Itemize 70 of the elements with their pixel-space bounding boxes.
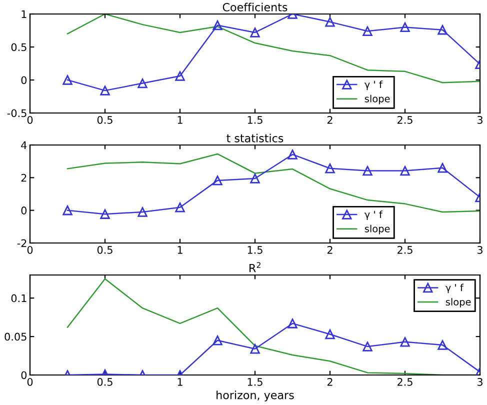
point <box>362 26 372 36</box>
point <box>438 163 448 173</box>
point <box>212 336 222 346</box>
point <box>212 176 222 186</box>
x-tick-label: 2.5 <box>397 246 412 254</box>
x-tick-label: 0.5 <box>97 116 112 124</box>
x-tick-label: 3 <box>477 116 482 124</box>
x-tick-label: 1.5 <box>248 116 262 124</box>
point <box>100 209 110 219</box>
point <box>400 22 410 32</box>
x-axis-title: horizon, years <box>216 390 294 402</box>
x-tick-label: 0 <box>27 116 33 124</box>
y-tick-label: -0.5 <box>7 109 26 118</box>
legend-label: γ ' f <box>364 210 383 220</box>
x-tick-label: 2 <box>327 246 332 254</box>
y-tick-label: 2 <box>21 174 26 182</box>
point <box>62 205 72 216</box>
point <box>362 166 372 176</box>
x-tick-label: 3 <box>477 378 482 386</box>
y-tick-label: 0 <box>21 371 27 380</box>
point <box>138 207 148 217</box>
x-tick-label: 2 <box>327 378 332 386</box>
legend-label: slope <box>364 94 390 104</box>
legend-label: slope <box>364 224 390 234</box>
point <box>438 24 448 35</box>
point <box>212 20 222 30</box>
point <box>250 174 260 184</box>
x-tick-label: 0.5 <box>97 378 112 386</box>
point <box>400 166 410 176</box>
legend-label: γ ' f <box>446 284 464 294</box>
x-tick-label: 0 <box>27 246 33 254</box>
point <box>325 17 335 27</box>
y-tick-label: 0 <box>21 206 27 214</box>
x-tick-label: 1.5 <box>248 378 262 386</box>
point <box>325 163 335 174</box>
legend-label: γ ' f <box>364 80 383 90</box>
y-tick-label: 4 <box>21 141 27 149</box>
point <box>288 318 298 328</box>
y-tick-label: 0 <box>21 76 27 84</box>
x-tick-label: 0 <box>27 378 33 386</box>
y-tick-label: -2 <box>17 239 26 247</box>
point <box>288 150 298 160</box>
point <box>250 344 260 354</box>
point <box>175 71 185 81</box>
point <box>138 78 148 88</box>
point <box>325 329 335 340</box>
x-tick-label: 2 <box>327 116 332 124</box>
x-tick-label: 1 <box>178 246 182 254</box>
x-tick-label: 1 <box>178 378 182 386</box>
point <box>400 337 410 347</box>
point <box>100 86 110 96</box>
y-tick-label: 0.1 <box>11 294 26 302</box>
chart-title: Coefficients <box>222 2 288 12</box>
x-tick-label: 1.5 <box>248 246 262 254</box>
chart-title: t statistics <box>226 134 284 142</box>
chart-title: R$^{2}$ <box>250 262 260 272</box>
y-tick-label: 1 <box>22 10 26 18</box>
point <box>175 202 185 212</box>
point <box>438 340 448 350</box>
x-tick-label: 2.5 <box>397 378 412 386</box>
point <box>62 75 72 85</box>
y-tick-label: 0.05 <box>4 332 26 341</box>
y-tick-label: 0.5 <box>11 43 26 52</box>
x-tick-label: 2.5 <box>397 116 412 124</box>
point <box>362 342 372 352</box>
point <box>250 28 260 38</box>
x-tick-label: 3 <box>477 246 482 254</box>
x-tick-label: 0.5 <box>97 246 112 254</box>
x-tick-label: 1 <box>178 116 182 124</box>
legend-label: slope <box>446 298 471 308</box>
